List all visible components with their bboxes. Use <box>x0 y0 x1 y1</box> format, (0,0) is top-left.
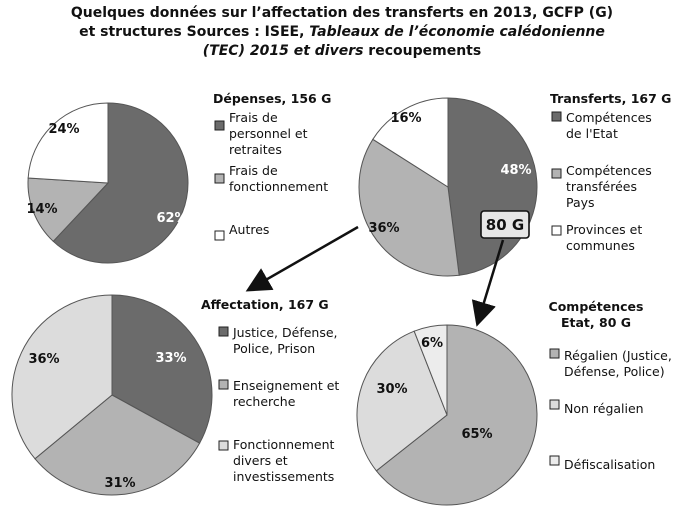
callout-label: 80 G <box>486 216 524 234</box>
slice-percent-label: 24% <box>48 122 79 137</box>
pie-slice <box>358 138 460 277</box>
legend-entry-text: Enseignement et <box>233 378 339 393</box>
legend-entry-text: de l'Etat <box>566 126 618 141</box>
pie-slice <box>11 294 113 460</box>
slice-percent-label: 14% <box>26 202 57 217</box>
legend-entry-text: retraites <box>229 142 282 157</box>
chart-title: Quelques données sur l’affectation des t… <box>0 4 684 61</box>
pie-slice <box>27 177 110 243</box>
legend-swatch <box>551 111 562 122</box>
legend-entry-text: Frais de <box>229 163 278 178</box>
slice-percent-label: 48% <box>500 163 531 178</box>
pie-slice <box>447 97 538 276</box>
legend-swatch <box>549 455 560 466</box>
legend-swatch <box>218 379 229 390</box>
legend-entry-text: Non régalien <box>564 401 644 416</box>
slice-percent-label: 65% <box>461 427 492 442</box>
legend-entry-text: Défense, Police) <box>564 364 665 379</box>
pie-slice <box>52 102 189 264</box>
legend-entry-text: recherche <box>233 394 296 409</box>
legend-entry-text: Justice, Défense, <box>232 325 338 340</box>
title-line-3-rest: recoupements <box>363 43 482 59</box>
legend-swatch <box>214 230 225 241</box>
legend-entry-text: Régalien (Justice, <box>564 348 672 363</box>
legend-swatch <box>214 173 225 184</box>
slice-percent-label: 36% <box>368 221 399 236</box>
legend-entry-text: fonctionnement <box>229 179 328 194</box>
slice-percent-label: 31% <box>104 476 135 491</box>
legend-entry-text: Défiscalisation <box>564 457 655 472</box>
pie-slice <box>356 330 448 472</box>
pie-chart-4: 65% Régalien (Justice,Défense, Police) 30%… <box>356 299 672 506</box>
legend-swatch <box>551 225 562 236</box>
legend-entry-text: Provinces et <box>566 222 642 237</box>
title-line-3: (TEC) 2015 et divers recoupements <box>0 42 684 61</box>
title-line-2: et structures Sources : ISEE, Tableaux d… <box>0 23 684 42</box>
legend-entry-text: Police, Prison <box>233 341 315 356</box>
slice-percent-label: 30% <box>376 382 407 397</box>
legend-entry-text: Compétences <box>566 163 652 178</box>
pie-title: Compétences <box>549 299 644 314</box>
legend-swatch <box>218 440 229 451</box>
arrow-transferts-to-affectation <box>245 225 359 292</box>
title-line-2-sources: et structures Sources : ISEE, <box>79 24 310 40</box>
legend-swatch <box>214 120 225 131</box>
pie-slice <box>111 294 213 444</box>
legend-swatch <box>551 168 562 179</box>
pie-slice <box>34 394 201 496</box>
pie-slice <box>372 97 449 188</box>
legend-swatch <box>218 326 229 337</box>
callout-box <box>480 210 530 239</box>
legend-entry-text: Compétences <box>566 110 652 125</box>
slice-percent-label: 36% <box>28 352 59 367</box>
legend-entry-text: divers et <box>233 453 288 468</box>
legend-entry-text: communes <box>566 238 635 253</box>
pie-chart-3: 33% Justice, Défense,Police, Prison 31% Ens… <box>11 294 339 496</box>
slice-percent-label: 33% <box>155 351 186 366</box>
slice-percent-label: 6% <box>421 336 443 351</box>
title-line-1: Quelques données sur l’affectation des t… <box>70 5 614 21</box>
arrow-80g-to-competences-etat <box>471 239 505 327</box>
pie-title: Transferts, 167 G <box>550 91 671 106</box>
title-line-2-publication: Tableaux de l’économie calédonienne <box>309 24 605 40</box>
legend-entry-text: transférées <box>566 179 637 194</box>
pie-title: Etat, 80 G <box>561 315 631 330</box>
legend-entry-text: Frais de <box>229 110 278 125</box>
slice-percent-label: 16% <box>390 111 421 126</box>
title-line-3-publication: (TEC) 2015 et divers <box>202 43 364 59</box>
pie-slice <box>413 324 448 416</box>
pie-slice <box>375 324 538 506</box>
slice-percent-label: 62% <box>156 211 187 226</box>
legend-swatch <box>549 348 560 359</box>
legend-swatch <box>549 399 560 410</box>
legend-entry-text: Pays <box>566 195 595 210</box>
legend-entry-text: personnel et <box>229 126 308 141</box>
pie-slice <box>27 102 109 184</box>
pie-title: Affectation, 167 G <box>201 297 329 312</box>
legend-entry-text: Fonctionnement <box>233 437 335 452</box>
pie-title: Dépenses, 156 G <box>213 91 331 106</box>
legend-entry-text: investissements <box>233 469 334 484</box>
legend-entry-text: Autres <box>229 222 269 237</box>
